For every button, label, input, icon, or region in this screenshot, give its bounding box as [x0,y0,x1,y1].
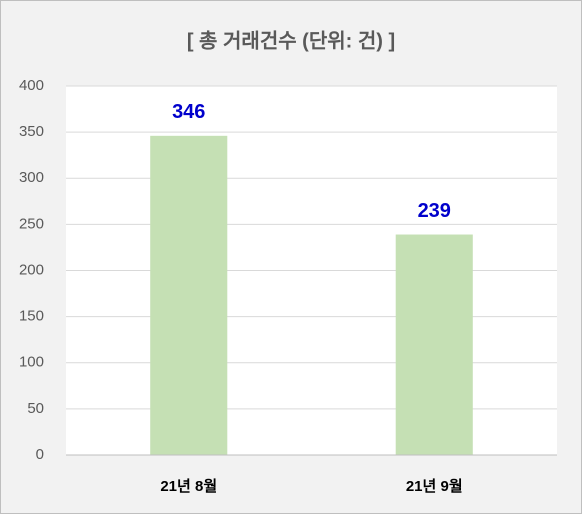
chart-title: [ 총 거래건수 (단위: 건) ] [187,29,395,52]
y-tick-label: 400 [19,77,44,94]
value-label: 239 [418,200,451,222]
bar [395,234,473,455]
y-tick-label: 300 [19,169,44,186]
y-tick-label: 250 [19,215,44,232]
y-tick-label: 350 [19,123,44,140]
y-tick-label: 0 [36,446,44,463]
value-label: 346 [172,101,205,123]
x-tick-label: 21년 9월 [406,478,463,495]
bar [150,135,228,455]
x-tick-label: 21년 8월 [160,478,217,495]
y-tick-label: 150 [19,308,44,325]
y-tick-label: 200 [19,261,44,278]
y-tick-label: 50 [27,400,44,417]
y-tick-label: 100 [19,354,44,371]
